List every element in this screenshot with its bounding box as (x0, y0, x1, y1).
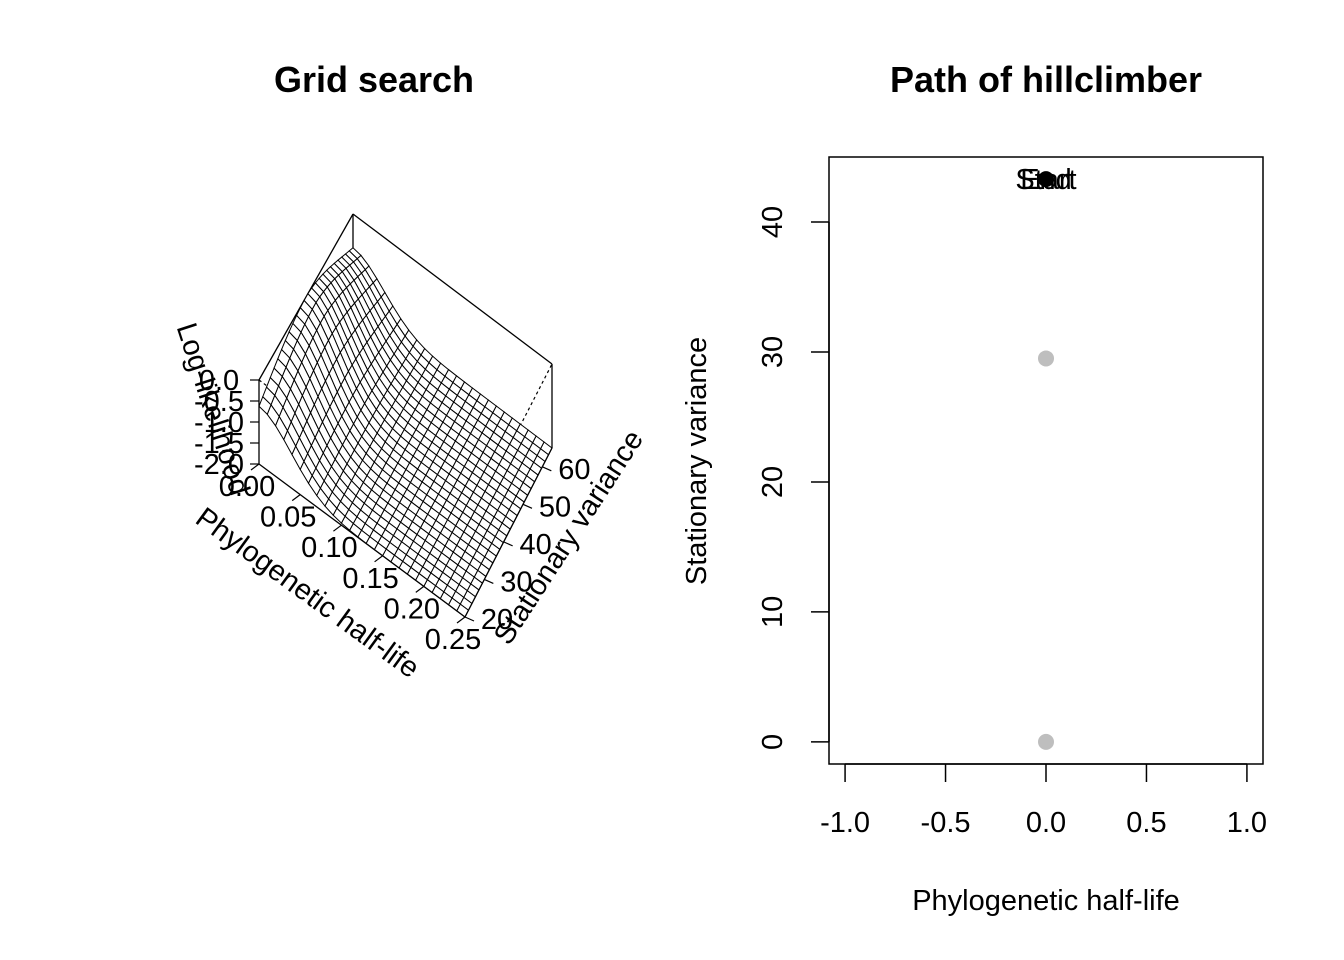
y-tick-label: 20 (481, 604, 513, 636)
x-tick-label: 1.0 (1227, 807, 1267, 839)
y-tick-label: 40 (520, 529, 552, 561)
y-tick-label: 60 (558, 454, 590, 486)
z-tick-label: -1.5 (194, 428, 244, 460)
x-tick (456, 616, 466, 624)
y-axis-label: Stationary variance (681, 337, 713, 585)
x-tick-label: 0.10 (301, 532, 357, 564)
z-tick-label: 0.0 (199, 365, 239, 397)
surface-facet (258, 395, 272, 416)
y-tick (542, 466, 552, 472)
y-tick-label: 30 (757, 336, 789, 368)
hillclimber-panel: Path of hillclimber -1.0 -0.5 0.0 0.5 1.0 0 10… (681, 59, 1267, 917)
point-annotation: End (1020, 164, 1072, 196)
z-tick-label: -2.0 (194, 449, 244, 481)
x-tick-label: 0.20 (384, 593, 440, 625)
x-tick-label: -1.0 (820, 807, 870, 839)
scatter-axes: -1.0 -0.5 0.0 0.5 1.0 0 10 20 30 40 (757, 206, 1267, 839)
box-edge (352, 213, 553, 365)
x-tick (374, 555, 383, 563)
hillclimber-title: Path of hillclimber (890, 59, 1202, 100)
y-tick (522, 503, 533, 509)
x-tick-label: 0.25 (425, 624, 481, 656)
path-point (1038, 733, 1054, 750)
z-tick-label: -1.0 (194, 407, 244, 439)
x-axis-label: Phylogenetic half-life (912, 885, 1180, 917)
grid-search-title: Grid search (274, 59, 474, 100)
y-tick-label: 30 (500, 566, 532, 598)
y-tick-label: 10 (757, 596, 789, 628)
plot-frame (828, 156, 1264, 765)
x-tick-label: 0.0 (1026, 807, 1066, 839)
x-tick-label: 0.15 (342, 563, 398, 595)
y-tick-label: 50 (539, 491, 571, 523)
x-tick-label: 0.5 (1126, 807, 1166, 839)
x-tick (415, 585, 425, 593)
y-tick-label: 0 (757, 734, 789, 750)
x-tick-label: 0.00 (219, 471, 275, 503)
x-tick (250, 463, 260, 471)
y-tick (464, 616, 475, 622)
x-tick-label: -0.5 (921, 807, 971, 839)
x-tick-label: 0.05 (260, 502, 316, 534)
box-edge (258, 463, 466, 618)
y-tick (484, 578, 494, 584)
point-annotation: Start (1015, 164, 1076, 196)
path-point (1038, 171, 1054, 188)
path-point (1038, 350, 1054, 367)
box-edge (464, 447, 553, 618)
y-tick-label: 20 (757, 466, 789, 498)
z-tick-label: -0.5 (194, 386, 244, 418)
y-tick-label: 40 (757, 206, 789, 238)
x-tick (333, 524, 342, 532)
y-tick (503, 541, 513, 547)
x-tick (291, 494, 301, 502)
